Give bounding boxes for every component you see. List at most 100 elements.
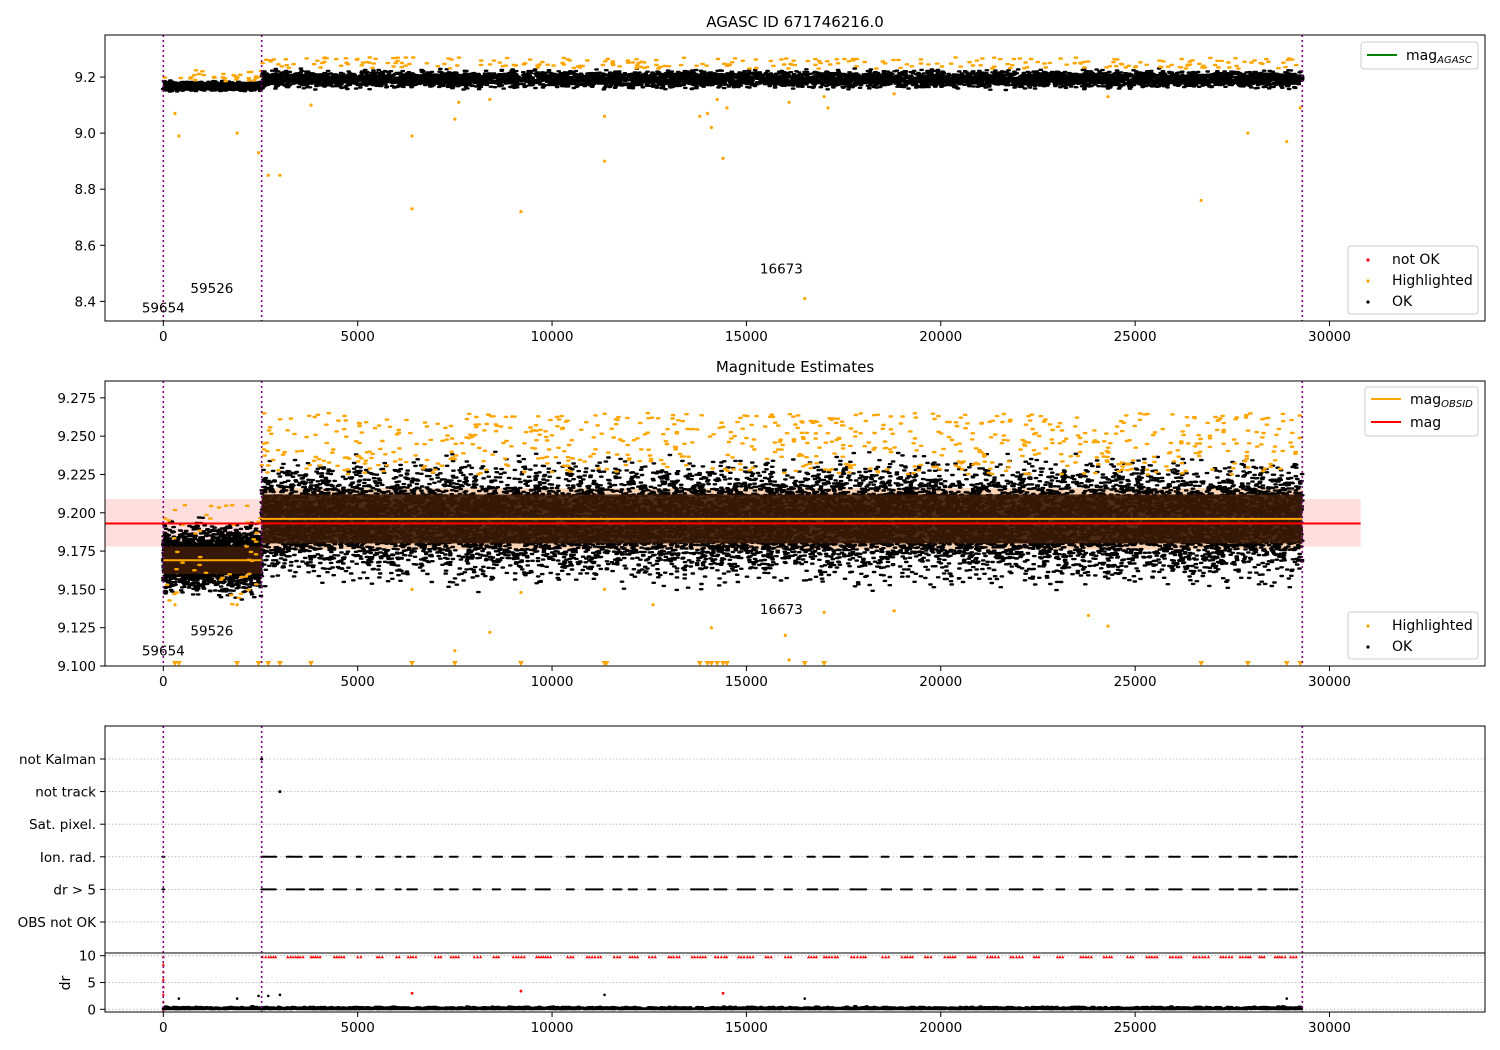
clipped-point-marker bbox=[714, 661, 721, 666]
magnitude-line-legend: magOBSID mag bbox=[1364, 386, 1479, 437]
highlighted-outlier-point bbox=[1298, 106, 1302, 110]
y-tick-label: 9.2 bbox=[75, 70, 96, 86]
legend-frame bbox=[1347, 611, 1479, 660]
flags-axes-frame bbox=[104, 725, 1486, 1013]
flag-point bbox=[278, 790, 282, 794]
magnitude-estimates-panel: Magnitude Estimates 0 5000 10000 15000 20000… bbox=[57, 358, 1486, 690]
clipped-point-marker bbox=[1198, 661, 1205, 666]
legend-label-highlighted: Highlighted bbox=[1392, 273, 1473, 289]
observation-annotation: 59654 bbox=[142, 643, 185, 659]
highlighted-outlier-point bbox=[783, 633, 787, 637]
dr-ok-outlier-point bbox=[266, 994, 270, 998]
highlighted-outlier-point bbox=[1106, 95, 1110, 99]
highlighted-points bbox=[260, 56, 1299, 70]
highlighted-outlier-point bbox=[519, 210, 523, 214]
x-tick-label: 25000 bbox=[1114, 329, 1157, 345]
y-tick-label: 9.100 bbox=[57, 659, 96, 675]
legend-label-ok: OK bbox=[1392, 294, 1413, 310]
clipped-point-marker bbox=[704, 661, 711, 666]
x-tick-label: 20000 bbox=[919, 674, 962, 690]
agasc-annotations: 59654 59526 16673 bbox=[142, 261, 803, 316]
legend-marker-highlighted bbox=[1366, 279, 1370, 283]
highlighted-outlier-point bbox=[651, 603, 655, 607]
highlighted-outlier-point bbox=[235, 603, 239, 607]
clipped-point-marker bbox=[801, 661, 808, 666]
highlighted-outlier-point bbox=[457, 100, 461, 104]
clipped-point-marker bbox=[171, 661, 178, 666]
magnitude-plot-area bbox=[105, 381, 1361, 666]
clipped-point-marker bbox=[723, 661, 730, 666]
clipped-point-marker bbox=[308, 661, 315, 666]
legend-label-not-ok: not OK bbox=[1392, 252, 1440, 268]
highlighted-outlier-point bbox=[698, 114, 702, 118]
x-tick-label: 30000 bbox=[1308, 674, 1351, 690]
highlighted-outlier-point bbox=[235, 131, 239, 135]
legend-label-mag: mag bbox=[1410, 415, 1441, 431]
legend-marker-ok bbox=[1366, 300, 1370, 304]
highlighted-outlier-point bbox=[410, 587, 414, 591]
x-tick-label: 15000 bbox=[725, 674, 768, 690]
dr-ok-outlier-point bbox=[257, 994, 260, 998]
observation-annotation: 59526 bbox=[190, 623, 233, 639]
observation-annotation: 59654 bbox=[142, 301, 185, 317]
agasc-axes-frame bbox=[104, 34, 1486, 322]
highlighted-outlier-point bbox=[892, 92, 896, 96]
legend-marker-not-ok bbox=[1366, 258, 1370, 262]
highlighted-outlier-point bbox=[787, 658, 791, 662]
highlighted-outlier-point bbox=[410, 134, 414, 138]
ok-points-band bbox=[160, 79, 264, 93]
clipped-point-marker bbox=[821, 661, 828, 666]
x-tick-label: 0 bbox=[159, 674, 168, 690]
y-tick-label: 9.125 bbox=[57, 621, 96, 637]
flag-category-label: dr > 5 bbox=[53, 882, 96, 898]
clipped-point-marker bbox=[255, 661, 262, 666]
dr-tick-label: 0 bbox=[87, 1002, 96, 1018]
x-tick-label: 25000 bbox=[1114, 674, 1157, 690]
highlighted-outlier-point bbox=[1086, 613, 1091, 618]
legend-frame bbox=[1347, 245, 1479, 315]
dr-ok-outlier-point bbox=[177, 997, 181, 1000]
highlighted-outlier-point bbox=[787, 100, 791, 104]
clipped-point-marker bbox=[451, 661, 458, 666]
clipped-point-marker bbox=[603, 661, 610, 666]
y-tick-label: 9.150 bbox=[57, 582, 96, 598]
clipped-point-marker bbox=[517, 661, 524, 666]
x-tick-label: 5000 bbox=[340, 674, 374, 690]
observation-annotation: 16673 bbox=[760, 602, 803, 618]
highlighted-outlier-point bbox=[826, 106, 830, 110]
y-tick-label: 8.6 bbox=[75, 238, 96, 254]
dr-not-ok-point bbox=[721, 991, 725, 995]
highlighted-outlier-point bbox=[705, 111, 710, 116]
observation-annotation: 59526 bbox=[190, 281, 233, 297]
y-tick-label: 9.0 bbox=[75, 126, 96, 142]
dr-ok-outlier-point bbox=[235, 997, 239, 1000]
highlighted-outlier-point bbox=[173, 111, 177, 116]
x-tick-label: 20000 bbox=[919, 329, 962, 345]
legend-label-main: mag bbox=[1410, 392, 1441, 408]
agasc-panel: AGASC ID 671746216.0 0 5000 10000 15000 2000… bbox=[75, 13, 1486, 345]
x-tick-label: 30000 bbox=[1308, 1020, 1351, 1036]
highlighted-outlier-point bbox=[309, 103, 313, 107]
clipped-point-marker bbox=[234, 661, 241, 666]
magnitude-point-legend: Highlighted OK bbox=[1347, 611, 1479, 660]
highlighted-outlier-point bbox=[488, 97, 492, 102]
legend-marker-ok bbox=[1366, 645, 1370, 649]
highlighted-outlier-point bbox=[1246, 131, 1250, 135]
agasc-axes-ticks: 0 5000 10000 15000 20000 25000 30000 8.4 8.6 8.8 9… bbox=[75, 70, 1351, 345]
magnitude-axes-ticks: 0 5000 10000 15000 20000 25000 30000 9.100 9.125… bbox=[57, 391, 1351, 690]
highlighted-outlier-point bbox=[725, 106, 729, 110]
highlighted-outlier-point bbox=[177, 134, 181, 138]
flag-category-label: not track bbox=[35, 785, 96, 801]
highlighted-outlier-point bbox=[256, 151, 261, 155]
x-tick-label: 15000 bbox=[725, 329, 768, 345]
highlighted-outlier-point bbox=[803, 296, 807, 301]
legend-label: magAGASC bbox=[1406, 48, 1472, 66]
legend-label-main: mag bbox=[1406, 48, 1437, 64]
x-tick-label: 15000 bbox=[725, 1020, 768, 1036]
y-tick-label: 9.225 bbox=[57, 467, 96, 483]
flag-category-label: Ion. rad. bbox=[40, 850, 96, 866]
highlighted-outlier-point bbox=[709, 125, 714, 130]
highlighted-outlier-point bbox=[822, 610, 826, 614]
dr-tick-label: 10 bbox=[79, 949, 96, 965]
y-tick-label: 9.250 bbox=[57, 429, 96, 445]
